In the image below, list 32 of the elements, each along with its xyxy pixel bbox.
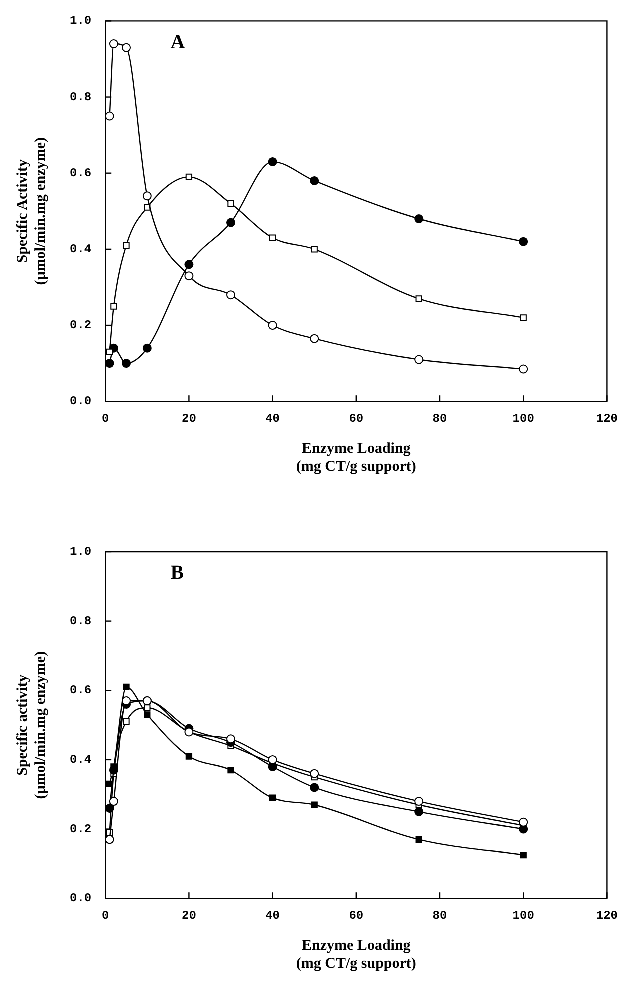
x-tick-label: 120	[596, 412, 618, 426]
y-tick-label: 0.4	[70, 752, 92, 767]
y-tick-label: 1.0	[70, 14, 92, 28]
x-tick-label: 120	[596, 908, 618, 923]
y-tick-label: 0.6	[70, 684, 92, 698]
x-tick-label: 40	[266, 908, 280, 923]
x-tick-label: 20	[182, 412, 196, 426]
x-tick-label: 80	[432, 412, 448, 426]
x-tick-label: 60	[349, 908, 364, 923]
x-tick-label: 40	[266, 412, 280, 426]
y-axis-title: Specific activity (µmol/min.mg enzyme)	[14, 651, 49, 800]
y-tick-label: 0.4	[70, 242, 92, 256]
y-tick-label: 0.8	[70, 614, 92, 628]
y-tick-label: 0.2	[70, 318, 92, 333]
x-axis-title: Enzyme Loading (mg CT/g support)	[296, 440, 416, 475]
x-tick-label: 0	[102, 412, 110, 426]
y-tick-label: 0.0	[70, 394, 92, 409]
x-axis-title: Enzyme Loading (mg CT/g support)	[296, 938, 416, 972]
x-tick-label: 20	[182, 908, 196, 923]
x-tick-label: 80	[432, 908, 448, 923]
x-tick-label: 60	[349, 412, 364, 426]
y-axis-title: Specific Activity (µmol/min.mg enzyme)	[14, 138, 49, 286]
y-tick-label: 0.0	[70, 892, 92, 906]
y-tick-label: 0.2	[70, 822, 92, 836]
y-tick-label: 0.6	[70, 166, 92, 180]
y-tick-label: 0.8	[70, 90, 92, 104]
annotation: A	[170, 31, 186, 54]
x-tick-label: 0	[102, 908, 110, 923]
x-tick-label: 100	[512, 908, 534, 923]
x-tick-label: 100	[512, 412, 534, 426]
annotation: B	[170, 562, 184, 584]
y-tick-label: 1.0	[70, 545, 92, 560]
